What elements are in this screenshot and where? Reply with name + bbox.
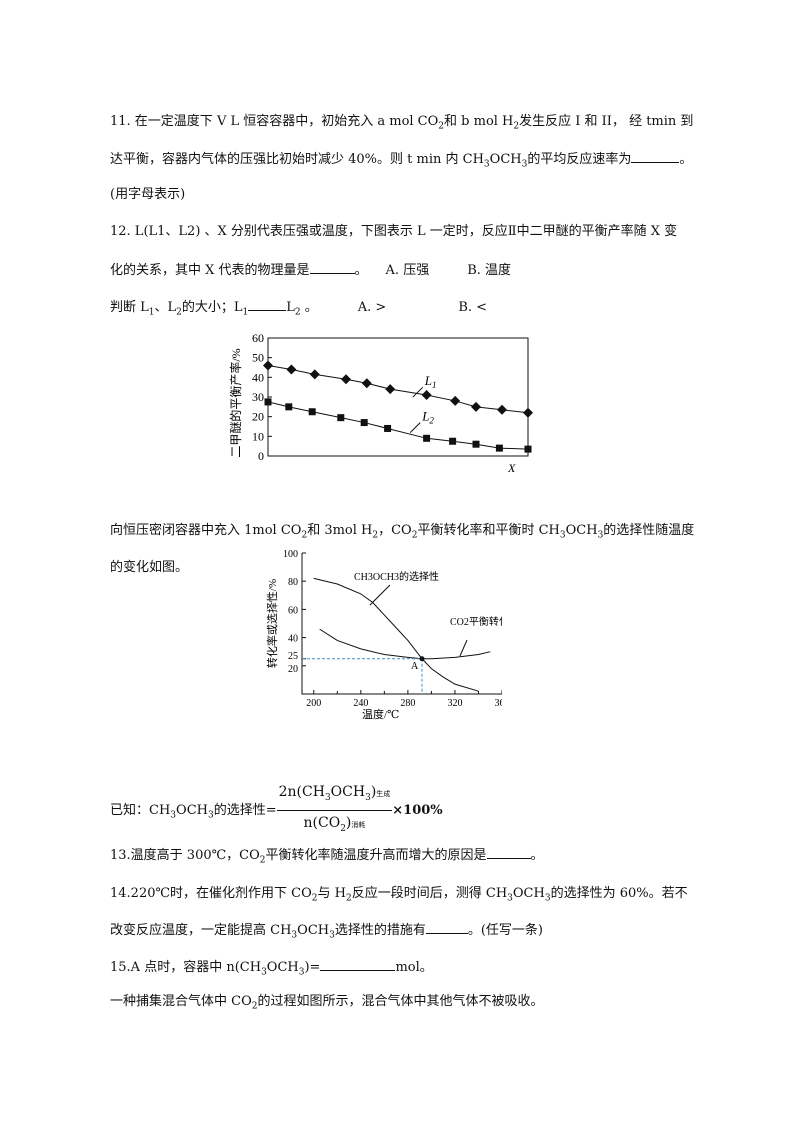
data-point-L2 bbox=[384, 424, 392, 432]
y-tick-label: 60 bbox=[252, 331, 264, 345]
y-axis-label: 二甲醚的平衡产率/% bbox=[228, 348, 243, 457]
q12-line1: 12. L(L1、L2) 、X 分别代表压强或温度，下图表示 L 一定时，反应Ⅱ… bbox=[110, 224, 678, 239]
x-tick-label: 240 bbox=[353, 698, 368, 709]
x-tick-label: 280 bbox=[400, 698, 415, 709]
answer-blank[interactable] bbox=[486, 845, 531, 859]
y-tick-label: 40 bbox=[252, 370, 264, 384]
q14-line1: 14.220℃时，在催化剂作用下 CO2与 H2反应一段时间后，测得 CH3OC… bbox=[110, 886, 688, 904]
data-point-L2 bbox=[308, 408, 316, 416]
answer-blank[interactable] bbox=[425, 920, 468, 934]
data-point-L2 bbox=[449, 437, 457, 445]
y-tick-label: 80 bbox=[288, 577, 298, 588]
q13: 13.温度高于 300℃，CO2平衡转化率随温度升高而增大的原因是。 bbox=[110, 845, 544, 870]
y-tick-label: 40 bbox=[288, 634, 298, 645]
data-point-L2 bbox=[524, 445, 532, 453]
series-label-selectivity: CH3OCH3的选择性 bbox=[354, 570, 439, 583]
label-leader bbox=[459, 639, 468, 657]
q11-line2: 达平衡，容器内气体的压强比初始时减少 40%。则 t min 内 CH3OCH3… bbox=[110, 149, 692, 174]
data-point-L1 bbox=[361, 378, 372, 389]
data-point-L1 bbox=[385, 384, 396, 395]
y-axis-label: 转化率或选择性/% bbox=[265, 579, 279, 668]
point-a bbox=[419, 656, 425, 662]
plot-frame bbox=[267, 337, 529, 457]
q15: 15.A 点时，容器中 n(CH3OCH3)= mol。 bbox=[110, 957, 433, 982]
answer-blank[interactable] bbox=[309, 260, 355, 274]
series-label-L2: L2 bbox=[421, 409, 434, 426]
answer-blank[interactable] bbox=[320, 957, 396, 971]
y-tick-label: 10 bbox=[252, 429, 264, 443]
answer-blank[interactable] bbox=[631, 149, 680, 163]
x-axis-label: X bbox=[507, 461, 516, 475]
intro2-line2: 的变化如图。 bbox=[110, 560, 189, 575]
q11-line3: (用字母表示) bbox=[110, 187, 186, 202]
x-tick-label: 200 bbox=[306, 698, 321, 709]
data-point-L1 bbox=[450, 395, 461, 406]
formula-line: 已知：CH3OCH3的选择性= 2n(CH3OCH3)生成 n(CO2)消耗 ×100… bbox=[110, 782, 443, 839]
data-point-L1 bbox=[471, 401, 481, 412]
data-point-L1 bbox=[263, 360, 273, 371]
q12-line3: 判断 L1、L2的大小；L1 L2 。 A. > B. < bbox=[110, 297, 487, 322]
data-point-L2 bbox=[423, 434, 431, 442]
x-tick-label: 360 bbox=[495, 698, 503, 709]
y-tick-label: 60 bbox=[288, 605, 298, 616]
intro2-line1: 向恒压密闭容器中充入 1mol CO2和 3mol H2，CO2平衡转化率和平衡… bbox=[110, 523, 695, 541]
series-line bbox=[313, 577, 479, 692]
data-point-L2 bbox=[472, 440, 480, 448]
data-point-L2 bbox=[337, 414, 345, 422]
series-label-co2: CO2平衡转化率 bbox=[450, 615, 502, 628]
label-leader bbox=[369, 584, 391, 606]
x-axis-label: 温度/℃ bbox=[362, 707, 399, 720]
data-point-L2 bbox=[360, 419, 368, 427]
y-tick-label: 30 bbox=[252, 390, 264, 404]
selectivity-formula: 2n(CH3OCH3)生成 n(CO2)消耗 bbox=[276, 784, 393, 834]
y-tick-label: 20 bbox=[252, 410, 264, 424]
label-leader bbox=[409, 422, 421, 433]
y-tick-label: 25 bbox=[288, 651, 298, 662]
data-point-L1 bbox=[421, 390, 432, 401]
chart-conversion-selectivity: 200 240 280 320 360 20 25 40 60 80 100 温度/℃ 转化率或选择性/… bbox=[265, 549, 503, 720]
answer-blank[interactable] bbox=[248, 297, 287, 311]
guide-line-a bbox=[302, 658, 423, 694]
q14-line2: 改变反应温度，一定能提高 CH3OCH3选择性的措施有 。(任写一条) bbox=[110, 920, 543, 945]
series-line bbox=[319, 628, 491, 660]
y-tick-label: 0 bbox=[258, 449, 264, 463]
data-point-L2 bbox=[495, 444, 503, 452]
data-point-L1 bbox=[341, 374, 351, 385]
data-point-L2 bbox=[285, 403, 293, 411]
data-point-L1 bbox=[286, 364, 297, 375]
series-line-L2 bbox=[267, 401, 529, 450]
q12-line2: 化的关系，其中 X 代表的物理量是。 A. 压强 B. 温度 bbox=[110, 260, 511, 280]
axes bbox=[301, 553, 502, 695]
y-tick-label: 20 bbox=[288, 664, 298, 675]
y-tick-label: 100 bbox=[283, 549, 298, 560]
series-label-L1: L1 bbox=[424, 373, 437, 390]
x-tick-label: 320 bbox=[447, 698, 462, 709]
data-point-L2 bbox=[264, 398, 272, 406]
data-point-L1 bbox=[497, 404, 507, 415]
label-leader bbox=[412, 386, 424, 398]
point-a-label: A bbox=[411, 661, 419, 672]
q11-line1: 11. 在一定温度下 V L 恒容容器中，初始充入 a mol CO2和 b m… bbox=[110, 114, 694, 132]
chart-yield-vs-x: 0 10 20 30 40 50 60 二甲醚的平衡产率/% X L1 L2 bbox=[228, 331, 533, 475]
data-point-L1 bbox=[309, 369, 320, 380]
y-tick-label: 50 bbox=[252, 351, 264, 365]
series-line-L1 bbox=[267, 365, 529, 414]
data-point-L1 bbox=[523, 407, 533, 418]
last-line: 一种捕集混合气体中 CO2的过程如图所示，混合气体中其他气体不被吸收。 bbox=[110, 994, 544, 1012]
